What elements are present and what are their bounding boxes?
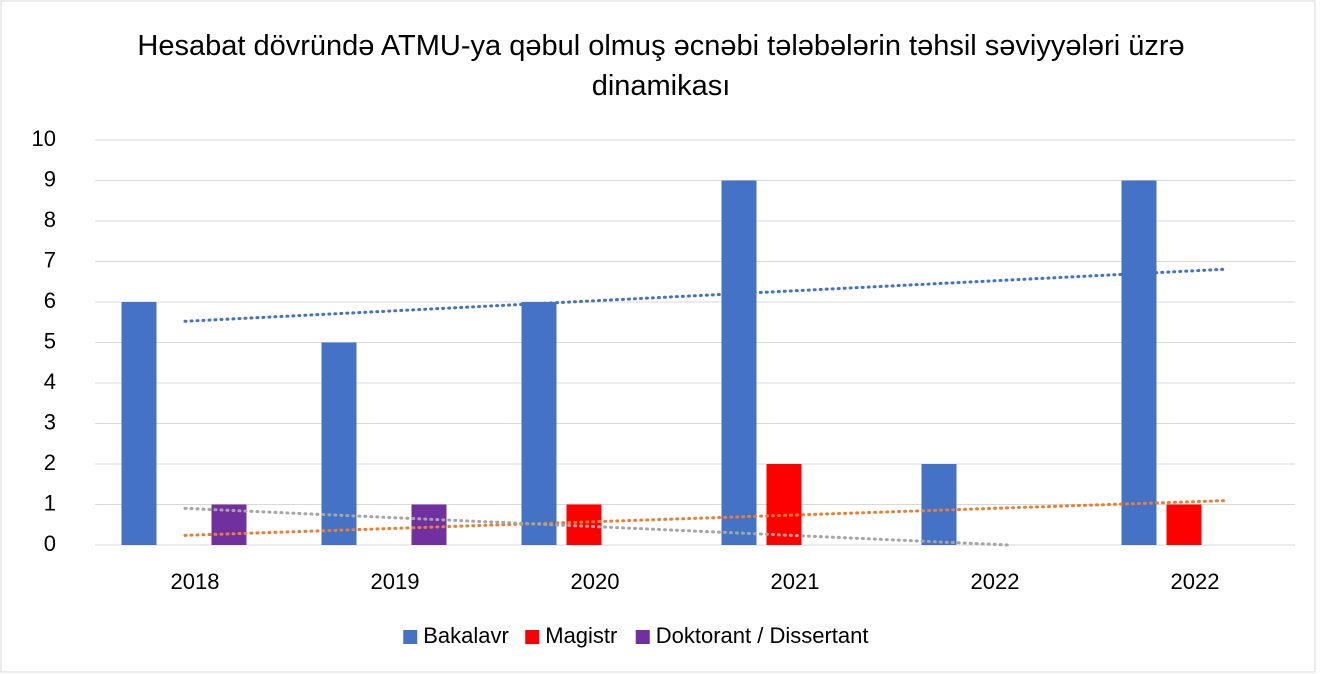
chart-title: Hesabat dövründə ATMU-ya qəbul olmuş əcn…	[137, 30, 1185, 102]
bar	[1121, 180, 1157, 545]
y-tick-label: 2	[44, 450, 56, 475]
bar	[321, 342, 357, 545]
x-tick-label: 2022	[971, 569, 1020, 594]
legend-swatch	[525, 630, 540, 644]
y-tick-label: 8	[44, 207, 56, 232]
bar	[1166, 504, 1202, 545]
bar	[411, 504, 447, 545]
bar	[921, 464, 957, 545]
legend-label: Doktorant / Dissertant	[656, 623, 869, 648]
bar	[521, 302, 557, 545]
x-tick-label: 2020	[571, 569, 620, 594]
legend-label: Magistr	[545, 623, 617, 648]
y-tick-label: 0	[44, 531, 56, 556]
x-tick-label: 2018	[171, 569, 220, 594]
trendline	[183, 499, 1227, 537]
bar	[566, 504, 602, 545]
legend-label: Bakalavr	[423, 623, 509, 648]
x-tick-label: 2022	[1171, 569, 1220, 594]
y-tick-label: 4	[44, 369, 56, 394]
bar	[721, 180, 757, 545]
legend-swatch	[403, 630, 418, 644]
y-tick-label: 7	[44, 247, 56, 272]
y-tick-label: 10	[32, 126, 56, 151]
y-tick-label: 3	[44, 409, 56, 434]
trendline	[183, 506, 1010, 547]
y-tick-label: 6	[44, 288, 56, 313]
trendline	[183, 267, 1227, 323]
bar	[766, 464, 802, 545]
y-tick-label: 5	[44, 328, 56, 353]
x-tick-label: 2021	[771, 569, 820, 594]
y-tick-label: 9	[44, 166, 56, 191]
legend-swatch	[635, 630, 650, 644]
x-tick-label: 2019	[371, 569, 420, 594]
y-tick-label: 1	[44, 490, 56, 515]
bar	[121, 302, 157, 545]
